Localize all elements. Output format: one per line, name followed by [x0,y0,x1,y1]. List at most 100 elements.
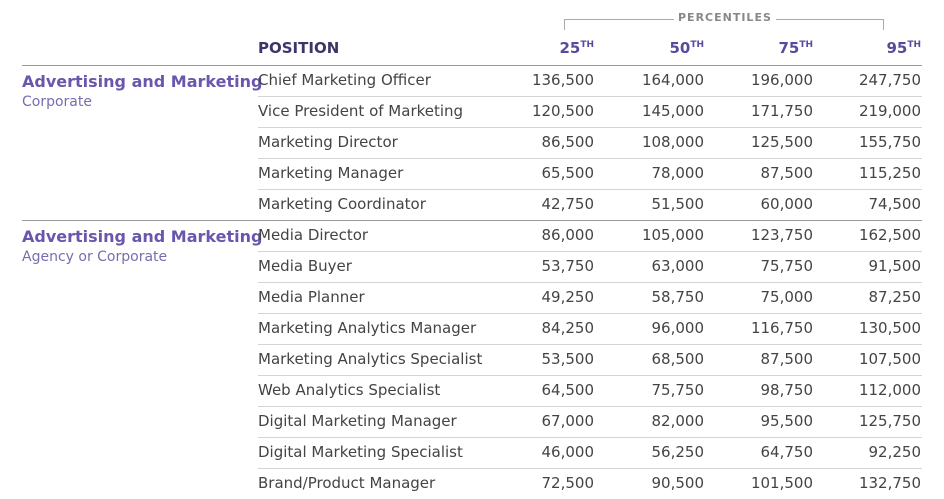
salary-cell: 53,500 [541,350,595,368]
salary-cell: 196,000 [750,71,813,89]
row-rule [258,158,922,159]
salary-cell: 101,500 [750,474,813,492]
salary-cell: 125,750 [858,412,921,430]
position-cell: Media Director [258,226,369,244]
row-rule [258,189,922,190]
position-cell: Brand/Product Manager [258,474,436,492]
position-cell: Marketing Analytics Manager [258,319,477,337]
salary-cell: 42,750 [541,195,595,213]
percentile-suffix: TH [799,40,813,50]
group-subtitle: Corporate [22,94,92,110]
salary-cell: 87,500 [760,350,814,368]
salary-cell: 65,500 [541,164,595,182]
row-rule [258,344,922,345]
salary-cell: 164,000 [641,71,704,89]
salary-cell: 125,500 [750,133,813,151]
row-rule [258,437,922,438]
salary-cell: 219,000 [858,102,921,120]
salary-cell: 98,750 [760,381,814,399]
salary-cell: 86,000 [541,226,595,244]
row-rule [258,282,922,283]
salary-cell: 96,000 [651,319,705,337]
row-rule [258,375,922,376]
percentile-suffix: TH [907,40,921,50]
salary-cell: 116,750 [750,319,813,337]
position-cell: Marketing Coordinator [258,195,426,213]
salary-cell: 51,500 [651,195,705,213]
salary-cell: 247,750 [858,71,921,89]
salary-cell: 130,500 [858,319,921,337]
salary-cell: 64,500 [541,381,595,399]
percentiles-label: PERCENTILES [674,11,776,24]
percentile-suffix: TH [580,40,594,50]
salary-cell: 78,000 [651,164,705,182]
salary-cell: 105,000 [641,226,704,244]
group-rule [22,220,922,221]
group-title: Advertising and Marketing [22,72,263,91]
column-header: 95TH [821,39,921,57]
salary-cell: 46,000 [541,443,595,461]
salary-cell: 68,500 [651,350,705,368]
salary-cell: 145,000 [641,102,704,120]
position-cell: Media Planner [258,288,365,306]
percentile-number: 75 [778,39,800,57]
salary-cell: 92,250 [868,443,922,461]
salary-cell: 95,500 [760,412,814,430]
salary-cell: 171,750 [750,102,813,120]
position-cell: Web Analytics Specialist [258,381,441,399]
group-title: Advertising and Marketing [22,227,263,246]
salary-cell: 75,750 [651,381,705,399]
column-header: 50TH [604,39,704,57]
salary-cell: 60,000 [760,195,814,213]
header-rule [22,65,922,66]
salary-cell: 115,250 [858,164,921,182]
salary-cell: 132,750 [858,474,921,492]
position-cell: Marketing Director [258,133,398,151]
salary-cell: 72,500 [541,474,595,492]
position-cell: Marketing Analytics Specialist [258,350,483,368]
salary-cell: 86,500 [541,133,595,151]
salary-cell: 75,750 [760,257,814,275]
percentile-number: 50 [669,39,691,57]
salary-cell: 49,250 [541,288,595,306]
position-cell: Chief Marketing Officer [258,71,431,89]
row-rule [258,406,922,407]
salary-cell: 107,500 [858,350,921,368]
row-rule [258,96,922,97]
row-rule [258,313,922,314]
salary-cell: 56,250 [651,443,705,461]
position-cell: Marketing Manager [258,164,404,182]
salary-cell: 123,750 [750,226,813,244]
percentile-suffix: TH [690,40,704,50]
salary-cell: 84,250 [541,319,595,337]
column-header: 25TH [494,39,594,57]
salary-cell: 67,000 [541,412,595,430]
salary-cell: 87,500 [760,164,814,182]
salary-cell: 162,500 [858,226,921,244]
position-cell: Digital Marketing Specialist [258,443,463,461]
position-header: POSITION [258,39,340,57]
row-rule [258,251,922,252]
percentile-number: 95 [886,39,908,57]
position-cell: Digital Marketing Manager [258,412,457,430]
column-header: 75TH [713,39,813,57]
salary-cell: 120,500 [531,102,594,120]
salary-cell: 87,250 [868,288,922,306]
salary-cell: 136,500 [531,71,594,89]
position-cell: Vice President of Marketing [258,102,464,120]
group-subtitle: Agency or Corporate [22,249,168,265]
salary-cell: 155,750 [858,133,921,151]
salary-cell: 108,000 [641,133,704,151]
percentile-number: 25 [559,39,581,57]
salary-cell: 53,750 [541,257,595,275]
salary-cell: 82,000 [651,412,705,430]
row-rule [258,468,922,469]
salary-cell: 58,750 [651,288,705,306]
row-rule [258,127,922,128]
salary-cell: 91,500 [868,257,922,275]
salary-cell: 63,000 [651,257,705,275]
salary-cell: 64,750 [760,443,814,461]
position-cell: Media Buyer [258,257,352,275]
salary-cell: 74,500 [868,195,922,213]
